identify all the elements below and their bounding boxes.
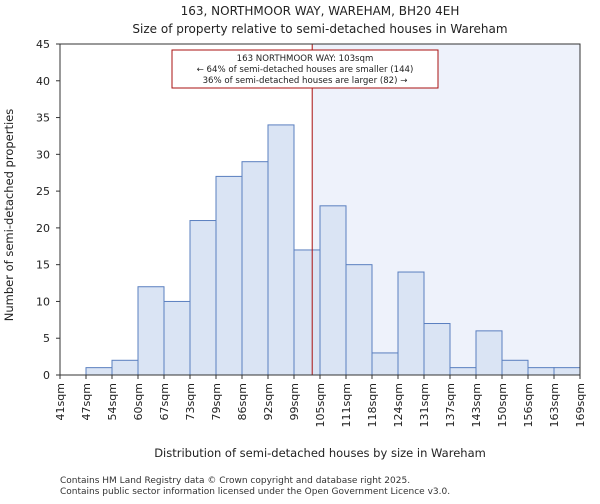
bar-150sqm bbox=[501, 359, 529, 376]
x-tick-label-105sqm: 105sqm bbox=[314, 383, 327, 427]
y-axis: 0 5 10 15 20 25 30 35 40 45 bbox=[36, 38, 60, 382]
x-tick-label-79sqm: 79sqm bbox=[210, 383, 223, 420]
bar-131sqm bbox=[423, 323, 451, 376]
x-axis: 41sqm 47sqm 54sqm 60sqm 67sqm 73sqm 79sqm 86sqm… bbox=[54, 375, 587, 427]
y-tick-label-30: 30 bbox=[36, 148, 50, 161]
bar-111sqm bbox=[345, 264, 373, 376]
y-tick-label-15: 15 bbox=[36, 259, 50, 272]
bar-124sqm bbox=[397, 271, 425, 376]
y-tick-label-10: 10 bbox=[36, 295, 50, 308]
y-tick-label-5: 5 bbox=[43, 332, 50, 345]
x-tick-label-60sqm: 60sqm bbox=[132, 383, 145, 420]
y-tick-label-40: 40 bbox=[36, 75, 50, 88]
x-tick-label-86sqm: 86sqm bbox=[236, 383, 249, 420]
x-tick-label-131sqm: 131sqm bbox=[418, 383, 431, 427]
annotation-box: 163 NORTHMOOR WAY: 103sqm ← 64% of semi-… bbox=[171, 49, 439, 89]
annotation-line-2: ← 64% of semi-detached houses are smalle… bbox=[197, 65, 414, 75]
annotation-frame bbox=[171, 49, 439, 89]
bar-79sqm bbox=[215, 175, 243, 376]
bar-73sqm bbox=[189, 220, 217, 376]
y-tick-label-25: 25 bbox=[36, 185, 50, 198]
y-tick-label-35: 35 bbox=[36, 112, 50, 125]
y-tick-label-0: 0 bbox=[43, 369, 50, 382]
footer-line-1: Contains HM Land Registry data © Crown c… bbox=[60, 476, 410, 486]
x-tick-label-118sqm: 118sqm bbox=[366, 383, 379, 427]
x-axis-label: Distribution of semi-detached houses by … bbox=[154, 446, 486, 460]
annotation-line-1: 163 NORTHMOOR WAY: 103sqm bbox=[237, 54, 374, 64]
chart-subtitle: Size of property relative to semi-detach… bbox=[132, 22, 507, 36]
footer-line-2: Contains public sector information licen… bbox=[60, 487, 450, 497]
x-tick-label-124sqm: 124sqm bbox=[392, 383, 405, 427]
bar-105sqm bbox=[319, 205, 347, 376]
bar-47sqm bbox=[85, 367, 113, 376]
bar-54sqm bbox=[111, 359, 139, 376]
x-tick-label-47sqm: 47sqm bbox=[80, 383, 93, 420]
bar-92sqm bbox=[267, 124, 295, 376]
bar-67sqm bbox=[163, 300, 191, 376]
x-tick-label-137sqm: 137sqm bbox=[444, 383, 457, 427]
x-tick-label-111sqm: 111sqm bbox=[340, 383, 353, 427]
y-axis-label: Number of semi-detached properties bbox=[2, 109, 16, 321]
x-tick-label-67sqm: 67sqm bbox=[158, 383, 171, 420]
y-tick-label-45: 45 bbox=[36, 38, 50, 51]
x-tick-label-41sqm: 41sqm bbox=[54, 383, 67, 420]
bar-118sqm bbox=[371, 352, 399, 376]
bars-layer bbox=[85, 124, 581, 376]
x-tick-label-73sqm: 73sqm bbox=[184, 383, 197, 420]
x-tick-label-156sqm: 156sqm bbox=[522, 383, 535, 427]
bar-143sqm bbox=[475, 330, 503, 376]
x-tick-label-150sqm: 150sqm bbox=[496, 383, 509, 427]
bar-86sqm bbox=[241, 161, 269, 376]
bar-137sqm bbox=[449, 367, 477, 376]
bar-163sqm bbox=[553, 367, 581, 376]
annotation-line-3: 36% of semi-detached houses are larger (… bbox=[203, 76, 408, 86]
chart-title: 163, NORTHMOOR WAY, WAREHAM, BH20 4EH bbox=[181, 4, 460, 18]
y-tick-label-20: 20 bbox=[36, 222, 50, 235]
bar-99sqm bbox=[293, 249, 321, 376]
x-tick-label-54sqm: 54sqm bbox=[106, 383, 119, 420]
x-tick-label-143sqm: 143sqm bbox=[470, 383, 483, 427]
x-tick-label-99sqm: 99sqm bbox=[288, 383, 301, 420]
x-tick-label-169sqm: 169sqm bbox=[574, 383, 587, 427]
x-tick-label-92sqm: 92sqm bbox=[262, 383, 275, 420]
bar-60sqm bbox=[137, 286, 165, 376]
bar-156sqm bbox=[527, 367, 555, 376]
x-tick-label-163sqm: 163sqm bbox=[548, 383, 561, 427]
